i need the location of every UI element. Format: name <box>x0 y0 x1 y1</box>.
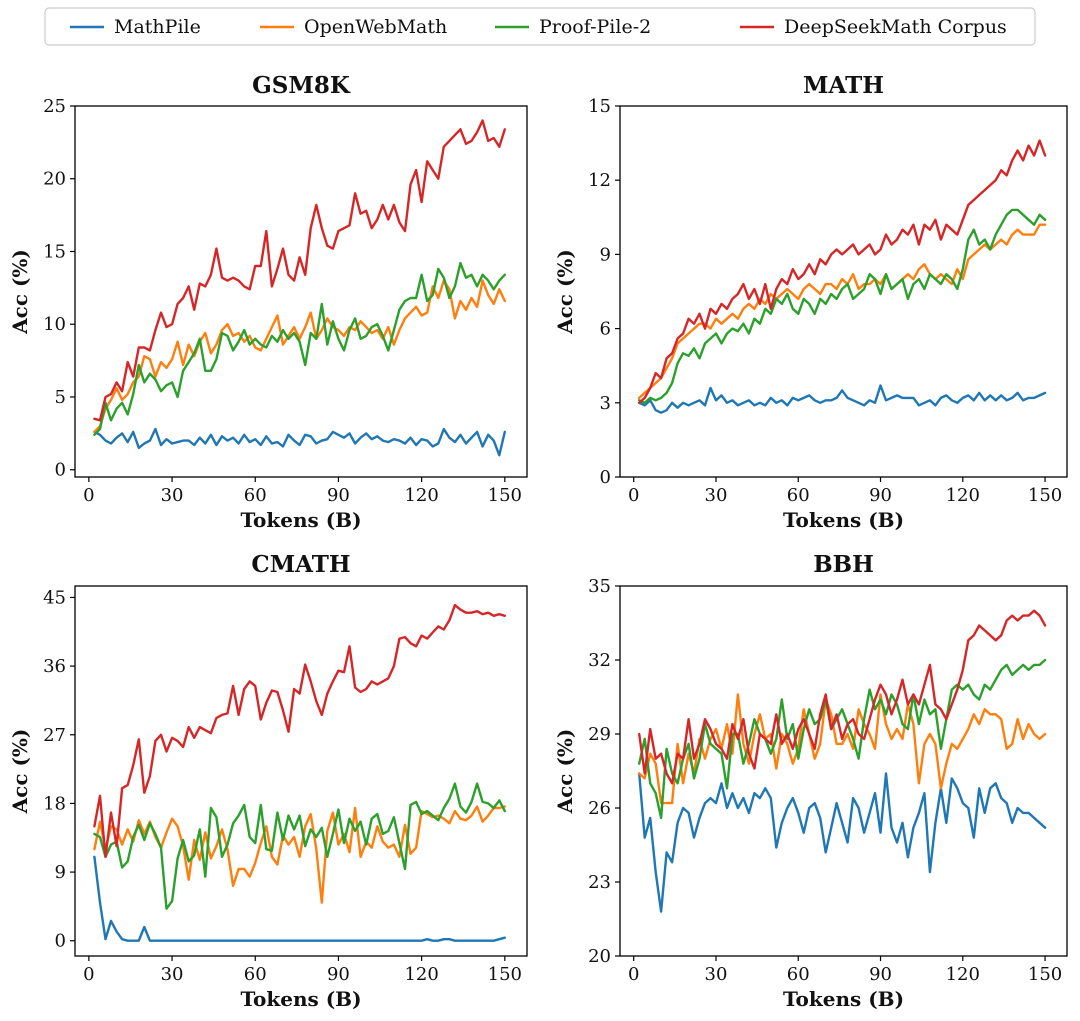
plot-frame-math <box>619 105 1068 478</box>
panel-bbh: 0 30 60 90 120 150 20 23 26 29 32 35 BBH Tokens (B) Ac… <box>553 551 1068 1011</box>
x-tick-label-gsm8k-30: 30 <box>161 485 184 506</box>
x-tick-label-gsm8k-150: 150 <box>488 485 522 506</box>
series-line-cmath-deepseekmath-corpus <box>93 603 506 858</box>
y-axis-label-gsm8k: Acc (%) <box>8 249 32 335</box>
x-tick-label-cmath-150: 150 <box>488 964 522 985</box>
y-tick-label-gsm8k-10: 10 <box>43 314 66 335</box>
series-line-math-openwebmath <box>638 223 1047 400</box>
y-tick-label-math-12: 12 <box>588 170 611 191</box>
y-tick-label-math-9: 9 <box>600 244 611 265</box>
y-tick-label-bbh-35: 35 <box>588 576 611 597</box>
y-axis-label-math: Acc (%) <box>553 249 577 335</box>
series-line-cmath-proof-pile-2 <box>93 782 506 910</box>
y-tick-label-bbh-23: 23 <box>588 872 611 893</box>
x-tick-label-math-120: 120 <box>946 485 980 506</box>
panel-gsm8k: 0 30 60 90 120 150 0 5 10 15 20 25 GSM8K Tokens (B) Ac… <box>8 72 528 532</box>
series-line-bbh-openwebmath <box>638 693 1047 805</box>
x-tick-label-cmath-120: 120 <box>404 964 438 985</box>
plot-frame-gsm8k <box>74 105 528 478</box>
y-tick-label-bbh-32: 32 <box>588 650 611 671</box>
y-tick-label-math-6: 6 <box>600 319 611 340</box>
y-tick-label-bbh-29: 29 <box>588 724 611 745</box>
x-axis-label-bbh: Tokens (B) <box>783 987 904 1011</box>
plot-frame-bbh <box>619 585 1068 957</box>
y-tick-label-gsm8k-25: 25 <box>43 96 66 117</box>
y-tick-label-gsm8k-0: 0 <box>55 460 66 481</box>
series-line-bbh-deepseekmath-corpus <box>638 609 1047 785</box>
x-tick-label-math-60: 60 <box>787 485 810 506</box>
panel-title-bbh: BBH <box>813 551 874 578</box>
y-tick-label-cmath-0: 0 <box>55 931 66 952</box>
x-tick-label-cmath-30: 30 <box>161 964 184 985</box>
y-tick-label-cmath-9: 9 <box>55 862 66 883</box>
y-tick-label-cmath-18: 18 <box>43 793 66 814</box>
panel-title-cmath: CMATH <box>251 551 350 578</box>
y-tick-label-math-0: 0 <box>600 467 611 488</box>
x-tick-label-bbh-90: 90 <box>869 964 892 985</box>
legend-label-openwebmath: OpenWebMath <box>304 16 447 38</box>
series-line-bbh-mathpile <box>638 772 1047 913</box>
x-tick-label-math-150: 150 <box>1028 485 1062 506</box>
y-tick-label-bbh-26: 26 <box>588 798 611 819</box>
x-axis-label-gsm8k: Tokens (B) <box>240 508 361 532</box>
y-tick-label-math-3: 3 <box>600 393 611 414</box>
x-tick-label-gsm8k-0: 0 <box>83 485 94 506</box>
panel-title-gsm8k: GSM8K <box>252 72 351 99</box>
x-tick-label-cmath-60: 60 <box>244 964 267 985</box>
y-tick-label-math-15: 15 <box>588 96 611 117</box>
y-tick-label-gsm8k-5: 5 <box>55 387 66 408</box>
series-line-math-proof-pile-2 <box>638 208 1047 404</box>
x-tick-label-bbh-150: 150 <box>1028 964 1062 985</box>
series-line-math-mathpile <box>638 384 1047 414</box>
x-tick-label-bbh-60: 60 <box>787 964 810 985</box>
legend-label-mathpile: MathPile <box>114 16 201 38</box>
y-tick-label-bbh-20: 20 <box>588 946 611 967</box>
y-tick-label-gsm8k-15: 15 <box>43 241 66 262</box>
series-line-bbh-proof-pile-2 <box>638 658 1047 820</box>
y-tick-label-cmath-36: 36 <box>43 656 66 677</box>
y-axis-label-bbh: Acc (%) <box>553 729 577 815</box>
series-line-cmath-openwebmath <box>93 805 506 904</box>
x-tick-label-gsm8k-120: 120 <box>404 485 438 506</box>
x-tick-label-gsm8k-90: 90 <box>327 485 350 506</box>
x-tick-label-cmath-0: 0 <box>83 964 94 985</box>
series-line-gsm8k-openwebmath <box>93 279 506 434</box>
legend-label-deepseekmath-corpus: DeepSeekMath Corpus <box>784 16 1007 38</box>
x-axis-label-math: Tokens (B) <box>783 508 904 532</box>
panel-math: 0 30 60 90 120 150 0 3 6 9 12 15 MATH Tokens (B) Acc (… <box>553 72 1068 532</box>
x-tick-label-math-30: 30 <box>705 485 728 506</box>
x-tick-label-math-0: 0 <box>628 485 639 506</box>
series-line-gsm8k-proof-pile-2 <box>93 261 506 436</box>
series-line-gsm8k-deepseekmath-corpus <box>93 119 506 422</box>
legend-box <box>44 7 1036 46</box>
x-tick-label-bbh-30: 30 <box>705 964 728 985</box>
y-tick-label-cmath-45: 45 <box>43 587 66 608</box>
plot-frame-cmath <box>74 585 528 957</box>
x-tick-label-bbh-0: 0 <box>628 964 639 985</box>
legend-label-proof-pile-2: Proof-Pile-2 <box>539 16 651 38</box>
x-tick-label-bbh-120: 120 <box>946 964 980 985</box>
x-tick-label-math-90: 90 <box>869 485 892 506</box>
panel-cmath: 0 30 60 90 120 150 0 9 18 27 36 45 CMATH Tokens (B) Ac… <box>8 551 528 1011</box>
series-line-cmath-mathpile <box>93 855 506 942</box>
series-line-math-deepseekmath-corpus <box>638 139 1047 404</box>
x-axis-label-cmath: Tokens (B) <box>240 987 361 1011</box>
y-tick-label-gsm8k-20: 20 <box>43 169 66 190</box>
panel-title-math: MATH <box>803 72 884 99</box>
x-tick-label-cmath-90: 90 <box>327 964 350 985</box>
x-tick-label-gsm8k-60: 60 <box>244 485 267 506</box>
y-axis-label-cmath: Acc (%) <box>8 729 32 815</box>
y-tick-label-cmath-27: 27 <box>43 725 66 746</box>
series-line-gsm8k-mathpile <box>93 427 506 457</box>
legend: MathPile OpenWebMath Proof-Pile-2 DeepSeekM… <box>44 7 1036 46</box>
